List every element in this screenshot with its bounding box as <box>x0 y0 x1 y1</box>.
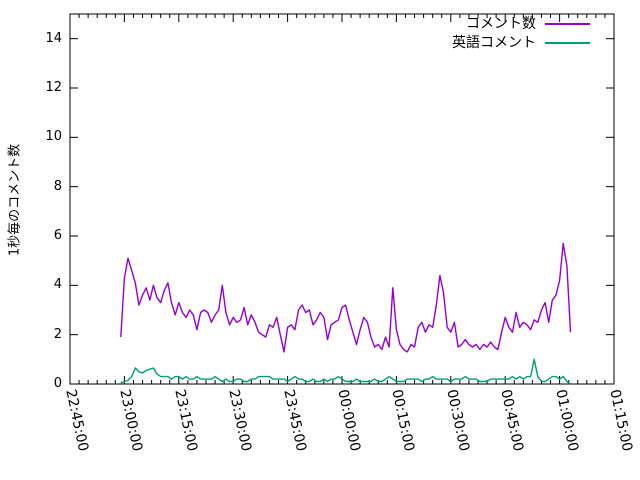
series-line-1 <box>120 358 571 385</box>
plot-border <box>69 13 615 385</box>
y-tick-label: 4 <box>53 277 62 293</box>
legend-label-comments: コメント数 <box>466 16 536 32</box>
legend-label-english-comments: 英語コメント <box>452 35 536 51</box>
legend: コメント数 英語コメント <box>452 15 590 52</box>
y-tick-label: 12 <box>45 80 62 95</box>
legend-item-comments: コメント数 <box>452 15 590 33</box>
y-tick-label: 10 <box>45 129 62 145</box>
legend-line-sample-comments <box>545 23 590 25</box>
series-line-0 <box>120 242 572 353</box>
legend-line-sample-english-comments <box>545 42 590 44</box>
y-tick-label: 2 <box>53 326 62 342</box>
y-tick-label: 14 <box>45 30 62 46</box>
y-tick-label: 8 <box>53 178 62 194</box>
y-tick-label: 6 <box>53 228 62 243</box>
y-tick-label: 0 <box>53 376 62 391</box>
legend-item-english-comments: 英語コメント <box>452 34 590 52</box>
